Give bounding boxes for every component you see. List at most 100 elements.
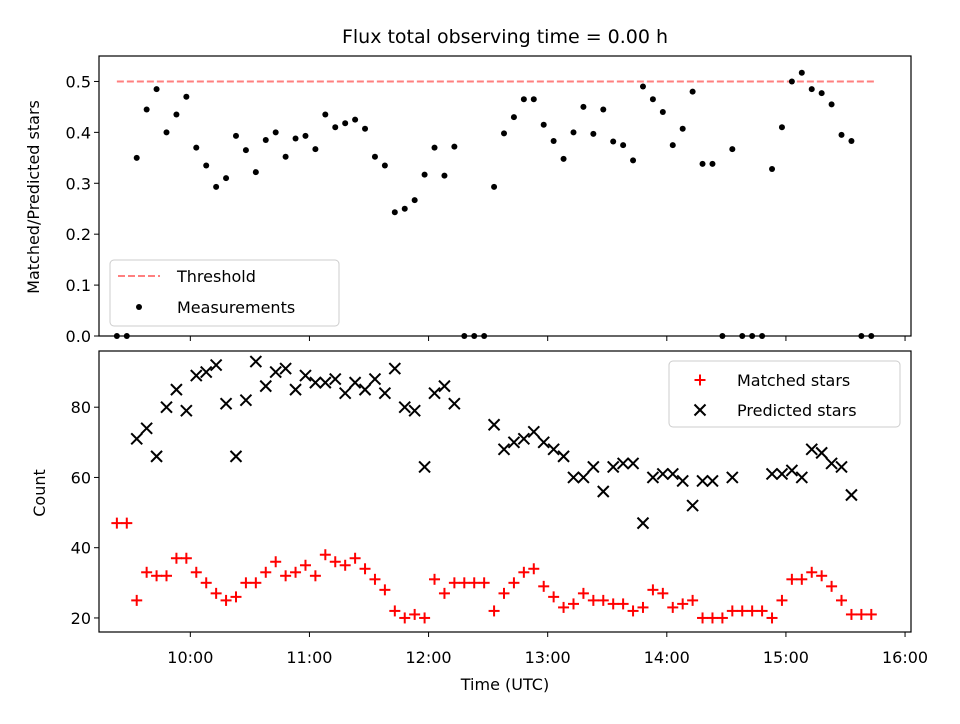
top-legend: Threshold Measurements — [109, 259, 340, 327]
bottom-x-tick-label: 14:00 — [644, 648, 690, 667]
predicted-star-point — [398, 400, 411, 414]
matched-star-point — [637, 601, 649, 613]
matched-star-point — [319, 549, 331, 561]
matched-star-point — [190, 566, 202, 578]
top-y-tick-label: 0.1 — [66, 276, 91, 295]
matched-star-point — [220, 594, 232, 606]
measurement-point — [838, 131, 845, 138]
measurement-point — [620, 142, 627, 149]
predicted-star-point — [656, 467, 670, 481]
matched-star-point — [726, 605, 738, 617]
predicted-marker-stroke — [279, 362, 292, 375]
measurement-point — [252, 169, 259, 176]
measurement-point — [828, 101, 835, 108]
predicted-star-point — [795, 471, 809, 484]
measurement-point — [699, 160, 706, 167]
measurement-point — [322, 111, 329, 118]
matched-star-point — [567, 598, 579, 610]
bottom-plot-frame — [98, 350, 912, 633]
matched-star-point — [250, 577, 262, 589]
predicted-star-point — [249, 355, 263, 368]
measurement-point — [421, 171, 428, 178]
bottom-x-tick-label: 15:00 — [763, 648, 809, 667]
predicted-star-point — [368, 372, 382, 386]
predicted-marker-stroke — [487, 418, 501, 431]
matched-star-point — [736, 605, 748, 617]
measurement-point — [610, 138, 617, 145]
measurement-point — [778, 124, 785, 131]
predicted-marker-stroke — [140, 422, 153, 435]
predicted-star-point — [209, 358, 223, 372]
matched-star-point — [200, 577, 212, 589]
matched-star-point — [488, 605, 500, 617]
matched-star-point — [290, 566, 302, 578]
predicted-star-point — [676, 474, 689, 488]
predicted-star-point — [507, 436, 521, 449]
predicted-star-point — [259, 379, 272, 393]
matched-star-point — [161, 570, 173, 582]
measurement-point — [223, 175, 230, 182]
matched-star-point — [151, 570, 163, 582]
predicted-star-point — [269, 365, 282, 379]
bottom-x-tick-label: 12:00 — [406, 648, 452, 667]
predicted-star-point — [299, 369, 312, 382]
measurement-point — [352, 116, 359, 123]
measurement-point — [173, 111, 180, 118]
predicted-star-point — [577, 471, 590, 484]
matched-star-point — [647, 584, 659, 596]
predicted-marker-stroke — [507, 436, 521, 449]
measurement-point — [501, 130, 508, 137]
matched-star-point — [518, 566, 530, 578]
predicted-marker-stroke — [299, 369, 312, 382]
predicted-marker-stroke — [666, 467, 679, 481]
predicted-marker-stroke — [219, 397, 233, 410]
measurement-point — [232, 132, 239, 139]
matched-star-point — [448, 577, 460, 589]
predicted-marker-stroke — [597, 485, 610, 498]
measurement-point — [381, 162, 388, 169]
predicted-marker-stroke — [606, 460, 620, 474]
measurement-point — [580, 103, 587, 110]
matched-star-point — [359, 563, 371, 575]
matched-star-point — [776, 594, 788, 606]
bottom-x-tick-label: 11:00 — [286, 648, 332, 667]
bottom-x-tick-label: 10:00 — [167, 648, 213, 667]
matched-star-point — [399, 612, 411, 624]
matched-star-point — [677, 598, 689, 610]
predicted-star-point — [180, 404, 193, 417]
measurement-point — [203, 162, 210, 169]
predicted-marker-stroke — [825, 457, 838, 470]
predicted-marker-stroke — [408, 404, 421, 417]
measurement-point — [332, 124, 339, 131]
matched-star-point — [329, 556, 341, 568]
matched-star-point — [339, 559, 351, 571]
top-y-tick-label: 0.2 — [66, 225, 91, 244]
predicted-star-point — [805, 443, 818, 456]
bottom-y-tick-label: 60 — [71, 468, 91, 487]
predicted-star-point — [130, 432, 143, 446]
matched-star-point — [538, 580, 550, 592]
measurement-point — [342, 120, 349, 127]
matched-star-point — [379, 584, 391, 596]
predicted-marker-stroke — [567, 471, 580, 484]
matched-star-point — [349, 552, 361, 564]
matched-star-point — [170, 552, 182, 564]
matched-star-point — [607, 598, 619, 610]
matched-star-point — [657, 587, 669, 599]
predicted-marker-stroke — [438, 379, 451, 393]
predicted-star-point — [338, 386, 352, 400]
matched-star-point — [706, 612, 718, 624]
predicted-marker-stroke — [676, 474, 689, 488]
top-y-tick-label: 0.5 — [66, 72, 91, 91]
matched-star-point — [419, 612, 431, 624]
predicted-marker-stroke — [348, 376, 362, 389]
predicted-marker-stroke — [547, 443, 560, 456]
predicted-star-point — [646, 471, 660, 484]
predicted-star-point — [289, 383, 302, 396]
measurement-point — [669, 142, 676, 149]
predicted-star-point — [567, 471, 580, 484]
predicted-star-point — [408, 404, 421, 417]
predicted-star-point — [378, 386, 392, 400]
matched-star-point — [766, 612, 778, 624]
